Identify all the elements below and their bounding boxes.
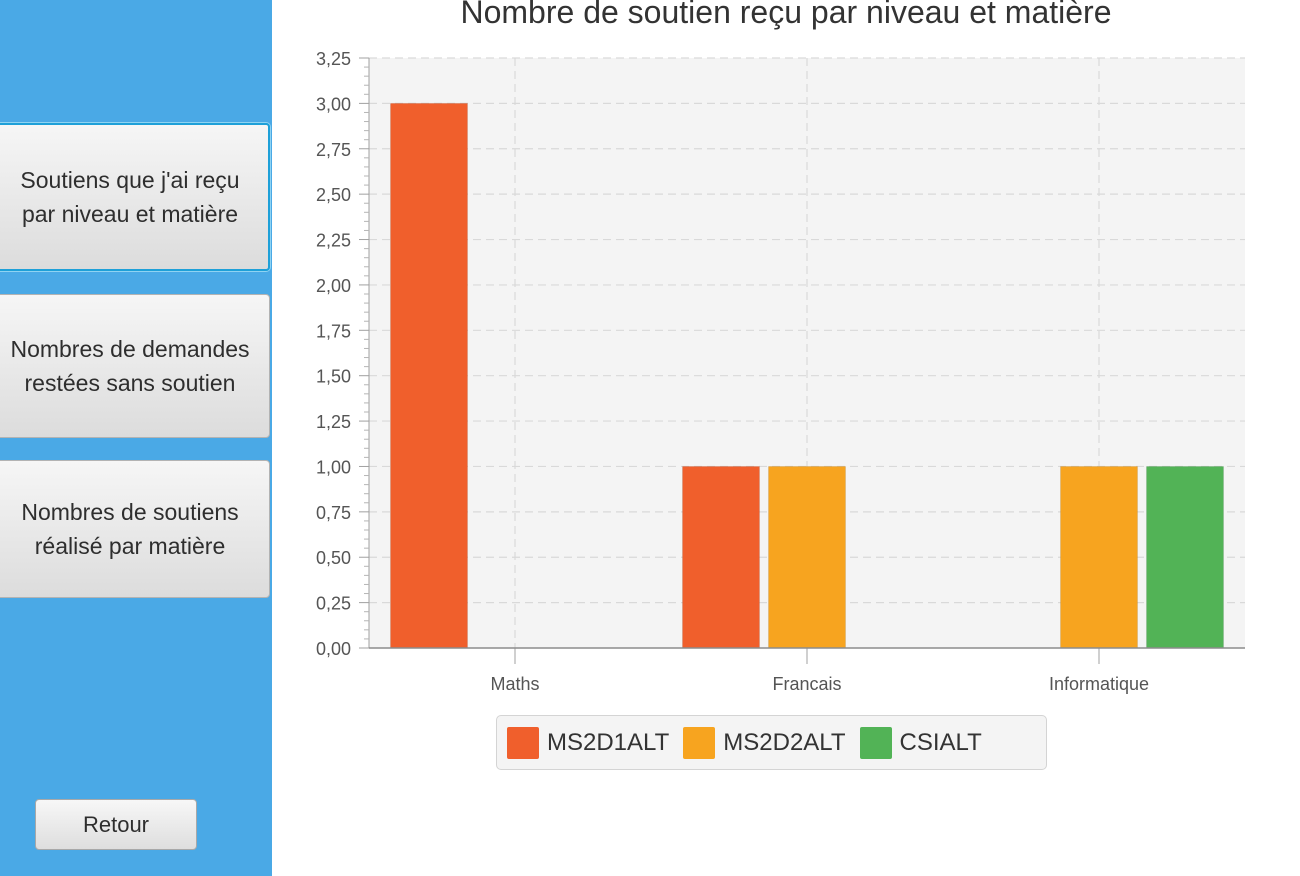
legend-swatch [507,726,539,759]
unanswered-requests-button[interactable]: Nombres de demandes restées sans soutien [0,294,270,438]
bar [1146,465,1224,649]
legend-item: CSIALT [859,726,982,759]
x-tick-label: Francais [772,674,841,694]
y-tick-label: 2,00 [316,276,351,296]
bar [1060,465,1138,649]
y-tick-label: 1,75 [316,321,351,341]
y-tick-label: 3,00 [316,94,351,114]
back-button[interactable]: Retour [35,799,197,850]
y-tick-label: 2,25 [316,231,351,251]
chart-legend: MS2D1ALT MS2D2ALT CSIALT [496,715,1047,770]
legend-label: MS2D2ALT [723,728,846,756]
legend-item: MS2D2ALT [683,726,846,759]
y-tick-label: 1,50 [316,367,351,387]
y-tick-label: 1,00 [316,457,351,477]
sidebar: Soutiens que j'ai reçu par niveau et mat… [0,0,272,876]
bar [390,102,468,649]
y-tick-label: 0,25 [316,594,351,614]
x-tick-label: Maths [490,674,539,694]
legend-swatch [859,726,892,759]
support-by-subject-button[interactable]: Nombres de soutiens réalisé par matière [0,460,270,598]
y-tick-label: 0,50 [316,548,351,568]
received-support-by-level-button[interactable]: Soutiens que j'ai reçu par niveau et mat… [0,123,270,271]
x-tick-label: Informatique [1049,674,1149,694]
bar-chart: 0,00 0,25 0,50 0,75 1,00 1,25 1,50 1,75 2,00 2,25… [316,49,1245,694]
legend-label: MS2D1ALT [547,728,670,756]
bar [682,465,760,649]
y-tick-label: 1,25 [316,412,351,432]
y-tick-label: 2,75 [316,140,351,160]
bar [768,465,846,649]
y-tick-label: 2,50 [316,185,351,205]
y-tick-label: 0,75 [316,503,351,523]
legend-label: CSIALT [899,728,982,756]
legend-item: MS2D1ALT [507,726,670,759]
y-tick-label: 3,25 [316,49,351,69]
y-tick-label: 0,00 [316,639,351,659]
legend-swatch [683,726,716,759]
chart-title: Nombre de soutien reçu par niveau et mat… [460,0,1112,30]
